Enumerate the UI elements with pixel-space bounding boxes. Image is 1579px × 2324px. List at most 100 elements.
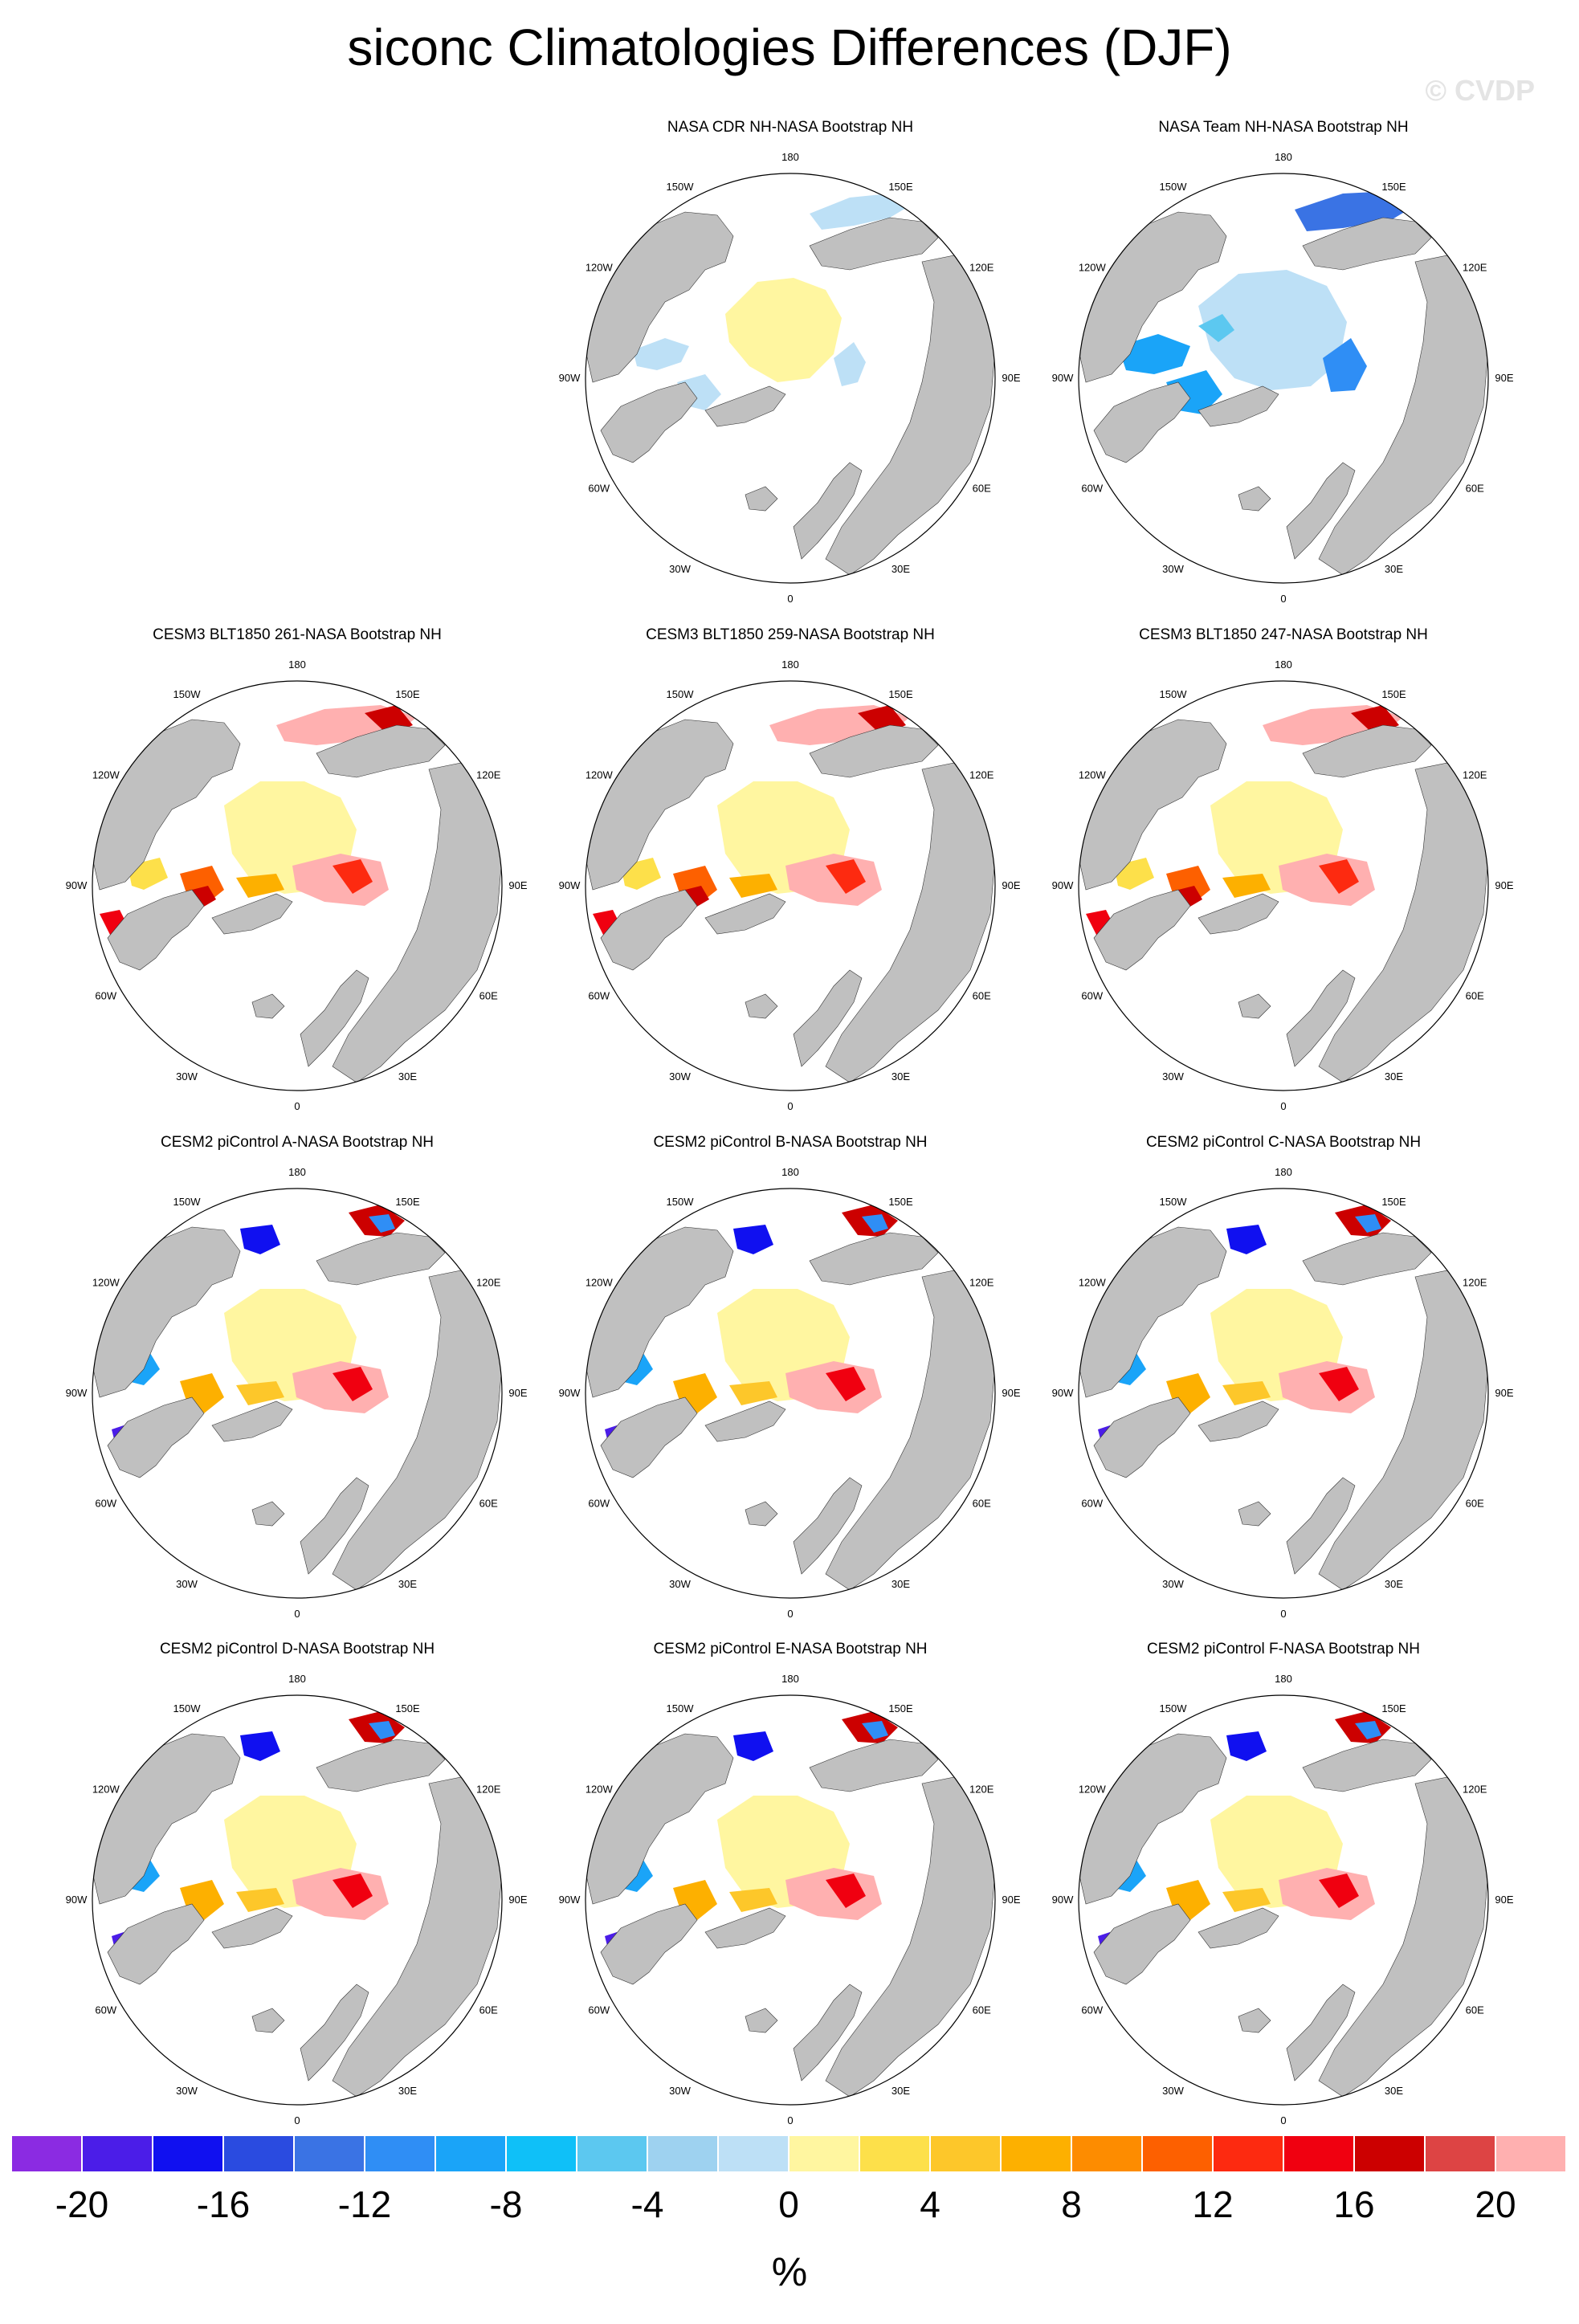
land-mass: [251, 2008, 285, 2033]
longitude-label: 60W: [588, 1498, 610, 1510]
colorbar-labels: -20 -16 -12 -8 -4 0 4 8 12 16 20: [11, 2183, 1566, 2231]
map-panel: NASA CDR NH-NASA Bootstrap NH 180 150E 120…: [545, 119, 1036, 609]
longitude-label: 0: [1280, 593, 1286, 605]
colorbar-tick-label: 16: [1333, 2183, 1375, 2225]
longitude-label: 60E: [479, 2004, 498, 2016]
longitude-label: 150E: [395, 1196, 420, 1208]
longitude-label: 120W: [92, 1277, 120, 1289]
map-outline: [92, 680, 503, 1091]
longitude-label: 60E: [973, 990, 991, 1002]
panel-title: CESM3 BLT1850 259-NASA Bootstrap NH: [646, 626, 935, 643]
land-mass: [793, 1477, 863, 1575]
longitude-label: 60W: [588, 2004, 610, 2016]
sea-ice-difference-field: [1226, 1225, 1267, 1254]
panel-title: CESM2 piControl B-NASA Bootstrap NH: [653, 1134, 928, 1151]
panel-title: NASA Team NH-NASA Bootstrap NH: [1158, 119, 1409, 136]
longitude-label: 30W: [669, 563, 691, 575]
land-mass: [1286, 1984, 1356, 2081]
longitude-label: 30W: [1162, 2085, 1184, 2097]
sea-ice-difference-field: [369, 1721, 395, 1739]
sea-ice-difference-field: [292, 854, 389, 906]
map-panel: CESM3 BLT1850 259-NASA Bootstrap NH 180 1…: [545, 626, 1036, 1116]
sea-ice-difference-field: [1222, 1381, 1271, 1405]
longitude-label: 150W: [1160, 1702, 1188, 1714]
longitude-label: 150W: [1160, 688, 1188, 700]
sea-ice-difference-field: [1279, 1361, 1375, 1413]
sea-ice-difference-field: [862, 1721, 888, 1739]
land-mass: [211, 893, 293, 935]
sea-ice-difference-field: [292, 1361, 389, 1413]
sea-ice-difference-field: [725, 278, 842, 382]
longitude-label: 30W: [176, 1070, 198, 1082]
sea-ice-difference-field: [729, 874, 777, 898]
colorbar-box: [930, 2135, 1001, 2172]
longitude-label: 60E: [479, 1498, 498, 1510]
colorbar-box: [365, 2135, 435, 2172]
land-mass: [1198, 1401, 1279, 1442]
polar-map: 180 150E 120E 90E 60E 30E 0 30W 60W 90W 120W 150W: [559, 1166, 1021, 1620]
longitude-label: 90W: [66, 1894, 88, 1906]
longitude-label: 30E: [892, 1578, 910, 1590]
land-mass: [704, 385, 786, 427]
longitude-label: 30W: [669, 1070, 691, 1082]
land-mass: [1198, 385, 1279, 427]
land-mass: [1198, 893, 1279, 935]
longitude-label: 120E: [476, 1784, 501, 1796]
longitude-label: 90W: [559, 372, 581, 384]
longitude-label: 60W: [95, 990, 116, 1002]
colorbar-tick-label: -12: [337, 2183, 392, 2225]
sea-ice-difference-field: [236, 1888, 284, 1912]
land-mass: [1302, 1739, 1432, 1792]
colorbar-tick-label: -20: [55, 2183, 109, 2225]
sea-ice-difference-field: [1222, 1888, 1271, 1912]
longitude-label: 120W: [92, 1784, 120, 1796]
longitude-label: 0: [1280, 1100, 1286, 1112]
map-content: [585, 705, 995, 1083]
land-mass: [1238, 2008, 1271, 2033]
colorbar-box: [718, 2135, 789, 2172]
sea-ice-difference-field: [826, 1367, 866, 1401]
map-outline: [1078, 1694, 1489, 2106]
longitude-label: 60W: [1081, 2004, 1103, 2016]
sea-ice-difference-field: [1198, 314, 1234, 342]
land-mass: [1238, 1501, 1271, 1527]
longitude-label: 180: [288, 1673, 306, 1685]
longitude-label: 30W: [176, 2085, 198, 2097]
map-outline: [1078, 173, 1489, 584]
longitude-label: 90E: [1002, 372, 1020, 384]
longitude-label: 0: [1280, 2114, 1286, 2126]
longitude-label: 30E: [892, 563, 910, 575]
longitude-label: 150E: [888, 688, 913, 700]
longitude-label: 0: [787, 1100, 793, 1112]
longitude-label: 150E: [888, 181, 913, 193]
colorbar-tick-label: 0: [778, 2183, 799, 2225]
sea-ice-difference-field: [1295, 191, 1415, 231]
longitude-label: 90E: [508, 1894, 527, 1906]
longitude-label: 0: [294, 1100, 300, 1112]
sea-ice-difference-field: [1222, 874, 1271, 898]
longitude-label: 60W: [1081, 990, 1103, 1002]
polar-map: 180 150E 120E 90E 60E 30E 0 30W 60W 90W 120W 150W: [66, 1673, 528, 2126]
longitude-label: 150E: [1381, 688, 1406, 700]
longitude-label: 180: [781, 1673, 799, 1685]
map-panel: CESM2 piControl D-NASA Bootstrap NH 180 1…: [51, 1641, 543, 2130]
polar-map: 180 150E 120E 90E 60E 30E 0 30W 60W 90W 120W 150W: [1052, 658, 1514, 1112]
colorbar: [11, 2135, 1566, 2174]
longitude-label: 180: [1275, 151, 1292, 163]
colorbar-box: [577, 2135, 647, 2172]
longitude-label: 30E: [892, 2085, 910, 2097]
land-mass: [316, 1232, 446, 1286]
colorbar-box: [1283, 2135, 1354, 2172]
longitude-label: 60E: [973, 1498, 991, 1510]
longitude-label: 60W: [588, 990, 610, 1002]
land-mass: [745, 486, 778, 512]
colorbar-tick-label: 20: [1475, 2183, 1516, 2225]
longitude-label: 120E: [969, 1784, 994, 1796]
sea-ice-difference-field: [785, 1868, 882, 1920]
sea-ice-difference-field: [1118, 334, 1190, 374]
colorbar-tick-label: 12: [1192, 2183, 1234, 2225]
polar-map: 180 150E 120E 90E 60E 30E 0 30W 60W 90W 120W 150W: [66, 658, 528, 1112]
sea-ice-difference-field: [1319, 859, 1359, 894]
polar-map: 180 150E 120E 90E 60E 30E 0 30W 60W 90W 120W 150W: [1052, 1673, 1514, 2126]
sea-ice-difference-field: [1279, 1868, 1375, 1920]
